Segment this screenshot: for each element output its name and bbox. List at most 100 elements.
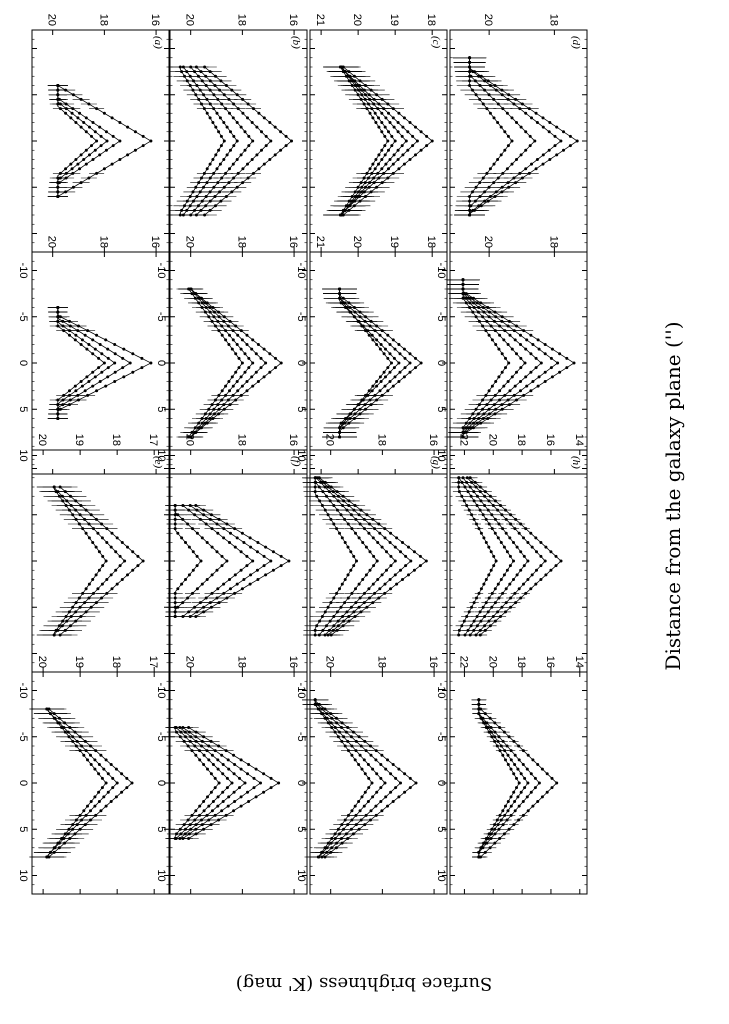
panel-label: (e) — [152, 456, 164, 469]
data-point — [392, 356, 396, 360]
data-point — [414, 153, 417, 157]
data-point — [215, 568, 219, 572]
data-point — [534, 356, 538, 360]
data-point — [499, 578, 503, 581]
profile-line — [57, 307, 131, 419]
panel-a-bottom: -10 -5 0 5 10 16 18 20 — [17, 236, 170, 475]
data-point — [406, 148, 410, 152]
data-point — [396, 158, 400, 161]
data-point — [255, 153, 259, 157]
data-point — [507, 361, 511, 365]
data-point — [530, 162, 533, 166]
data-point — [484, 541, 488, 544]
data-point — [113, 380, 117, 383]
data-point — [349, 550, 353, 554]
data-point — [222, 139, 226, 143]
data-point — [262, 772, 266, 776]
y-tick-label: 20 — [351, 236, 363, 248]
data-point — [372, 554, 376, 558]
data-point — [506, 343, 510, 346]
data-point — [264, 144, 268, 148]
data-point — [240, 384, 244, 388]
data-point — [290, 139, 293, 143]
data-point — [384, 375, 387, 379]
data-point — [510, 375, 514, 379]
data-point — [93, 130, 97, 134]
data-point — [79, 343, 83, 346]
panel-h-bottom: -10 -5 0 5 10 14 16 18 20 22 — [435, 656, 588, 895]
y-tick-label: 16 — [287, 14, 299, 26]
data-point — [91, 370, 95, 374]
y-tick-label: 17 — [147, 434, 159, 446]
data-point — [497, 347, 501, 351]
data-point — [414, 356, 417, 360]
data-point — [237, 356, 241, 360]
data-point — [216, 767, 220, 771]
data-point — [387, 148, 390, 152]
data-point — [558, 352, 562, 356]
data-point — [383, 134, 387, 138]
data-point — [524, 347, 528, 351]
data-point — [398, 352, 402, 356]
data-point — [395, 536, 399, 540]
data-point — [211, 158, 215, 161]
data-point — [403, 790, 407, 794]
data-point — [250, 347, 254, 351]
data-point — [149, 361, 153, 365]
data-point — [510, 347, 514, 351]
data-point — [543, 559, 547, 563]
data-point — [84, 148, 88, 152]
data-point — [536, 800, 540, 803]
data-point — [74, 389, 78, 393]
data-point — [229, 587, 232, 591]
data-point — [522, 554, 526, 558]
data-point — [487, 545, 491, 549]
data-point — [268, 370, 272, 374]
data-point — [387, 130, 390, 134]
x-tick-label: 10 — [17, 449, 29, 461]
data-point — [82, 121, 86, 124]
data-point — [508, 333, 512, 337]
data-point — [379, 343, 383, 346]
data-point — [131, 352, 135, 356]
data-point — [539, 578, 543, 581]
data-point — [519, 153, 523, 157]
data-point — [349, 568, 353, 572]
data-point — [101, 554, 105, 558]
data-point — [526, 578, 530, 581]
data-point — [209, 790, 213, 794]
data-point — [515, 121, 518, 124]
data-point — [99, 144, 103, 148]
data-point — [109, 800, 113, 803]
data-point — [515, 352, 518, 356]
data-point — [396, 148, 400, 152]
data-point — [492, 162, 496, 166]
data-point — [242, 578, 246, 581]
panel-e-bottom: -10 -5 0 5 10 17 18 19 20 — [17, 656, 170, 895]
data-point — [80, 338, 84, 342]
data-point — [401, 153, 405, 157]
x-tick-label: -10 — [435, 683, 447, 699]
data-point — [386, 356, 390, 360]
data-point — [231, 162, 235, 166]
data-point — [78, 111, 82, 115]
data-point — [519, 380, 522, 383]
data-point — [115, 536, 119, 540]
data-point — [102, 767, 106, 771]
data-point — [407, 573, 410, 577]
data-point — [494, 343, 498, 346]
data-point — [385, 568, 388, 572]
data-point — [522, 536, 525, 540]
data-point — [343, 578, 347, 581]
data-point — [393, 375, 397, 379]
data-point — [232, 772, 236, 776]
data-point — [238, 786, 241, 790]
data-point — [533, 786, 537, 790]
panel-label: (f) — [290, 456, 302, 467]
data-point — [386, 758, 389, 762]
data-point — [529, 370, 533, 374]
data-point — [251, 361, 255, 365]
data-point — [234, 370, 238, 374]
data-point — [378, 389, 382, 393]
data-point — [371, 338, 375, 342]
